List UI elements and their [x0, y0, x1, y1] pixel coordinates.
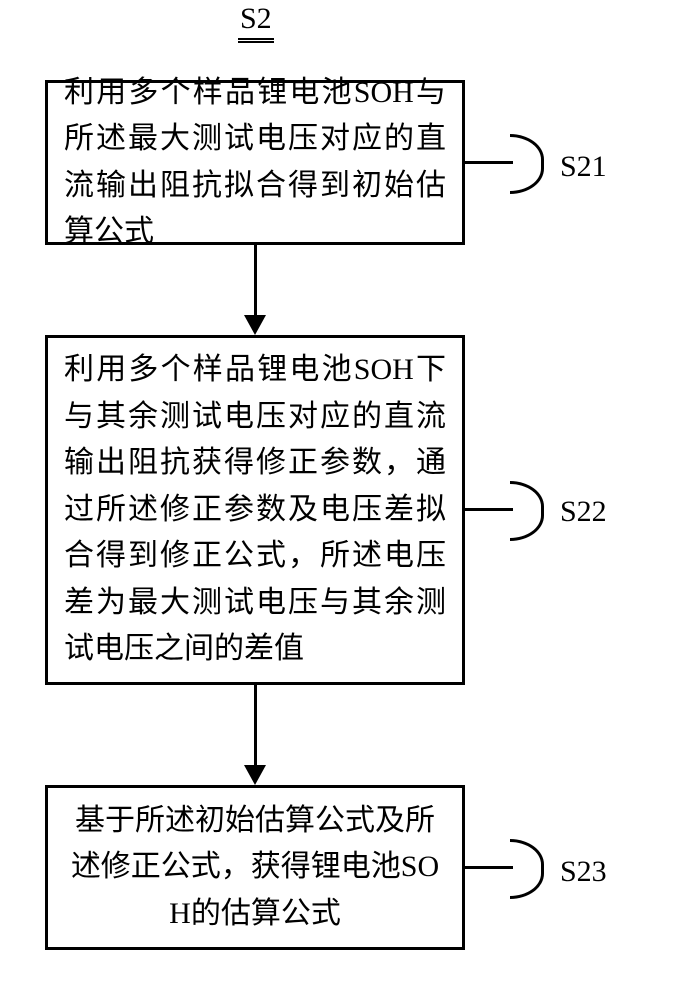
flow-node-s21-connector-curve — [510, 134, 544, 194]
flow-node-s22: 利用多个样品锂电池SOH下与其余测试电压对应的直流输出阻抗获得修正参数，通过所述… — [45, 335, 465, 685]
arrow-s22-s23-stem — [254, 685, 257, 765]
flow-node-s22-text: 利用多个样品锂电池SOH下与其余测试电压对应的直流输出阻抗获得修正参数，通过所述… — [64, 347, 446, 673]
flow-node-s21-label: S21 — [560, 150, 607, 184]
flow-node-s22-connector-curve — [510, 481, 544, 541]
flow-node-s23-text: 基于所述初始估算公式及所述修正公式，获得锂电池SOH的估算公式 — [64, 798, 446, 938]
diagram-title-text: S2 — [240, 2, 272, 35]
diagram-title: S2 — [240, 2, 272, 36]
arrow-s21-s22-head — [244, 315, 266, 335]
flow-node-s21-connector — [465, 161, 513, 164]
flow-node-s22-connector — [465, 508, 513, 511]
diagram-title-underline — [238, 38, 274, 40]
flow-node-s21: 利用多个样品锂电池SOH与所述最大测试电压对应的直流输出阻抗拟合得到初始估算公式 — [45, 80, 465, 245]
arrow-s21-s22-stem — [254, 245, 257, 315]
flow-node-s22-label: S22 — [560, 495, 607, 529]
flow-node-s21-text: 利用多个样品锂电池SOH与所述最大测试电压对应的直流输出阻抗拟合得到初始估算公式 — [64, 70, 446, 256]
flow-node-s23-connector-curve — [510, 839, 544, 899]
flow-node-s23-label: S23 — [560, 855, 607, 889]
arrow-s22-s23-head — [244, 765, 266, 785]
flow-node-s23: 基于所述初始估算公式及所述修正公式，获得锂电池SOH的估算公式 — [45, 785, 465, 950]
flowchart-canvas: S2 利用多个样品锂电池SOH与所述最大测试电压对应的直流输出阻抗拟合得到初始估… — [0, 0, 686, 1000]
flow-node-s23-connector — [465, 866, 513, 869]
